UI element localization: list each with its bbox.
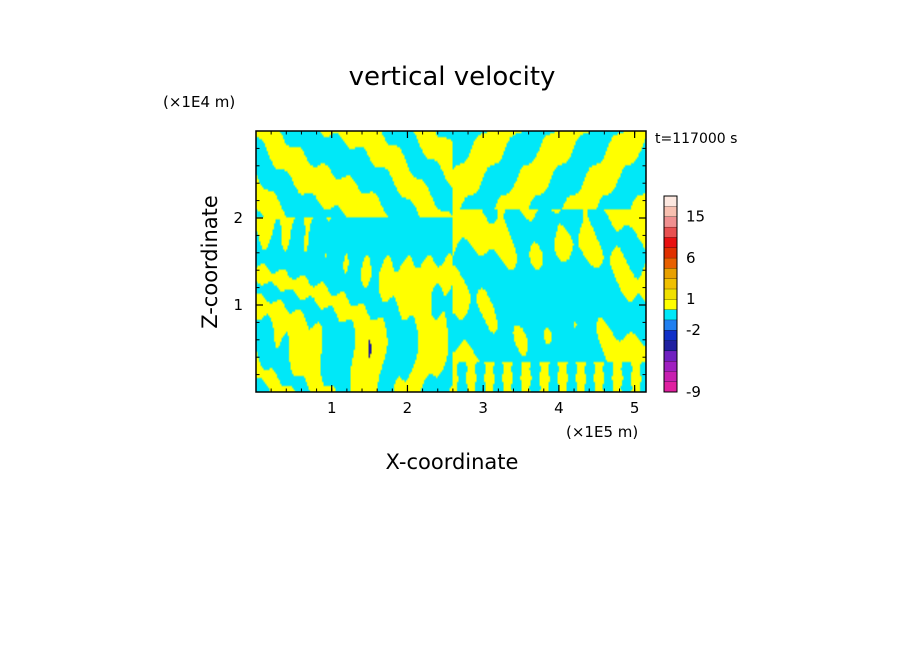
x-tick-label: 5 xyxy=(630,399,640,417)
velocity-field-raster xyxy=(256,131,646,392)
colorbar-frame xyxy=(663,195,678,393)
colorbar-tick-label: 6 xyxy=(686,249,696,267)
plot-frame xyxy=(255,130,647,393)
colorbar-tick-label: -2 xyxy=(686,321,701,339)
x-axis: 1 2 3 4 5 xyxy=(270,131,640,417)
colorbar-swatch xyxy=(664,268,677,279)
y-tick-label: 2 xyxy=(233,209,243,227)
colorbar-swatch xyxy=(664,247,677,258)
colorbar-swatch xyxy=(664,196,677,207)
colorbar-swatch xyxy=(664,206,677,217)
colorbar-tick-label: 15 xyxy=(686,208,705,226)
x-axis-label: X-coordinate xyxy=(386,450,519,474)
colorbar-swatch xyxy=(664,288,677,300)
x-axis-unit: (×1E5 m) xyxy=(566,423,638,441)
chart-title: vertical velocity xyxy=(349,62,556,92)
colorbar-swatch xyxy=(664,299,677,310)
colorbar-swatch xyxy=(664,340,677,351)
time-label: t=117000 s xyxy=(655,131,737,147)
colorbar-swatch xyxy=(664,226,677,238)
y-axis: 12 xyxy=(233,147,646,376)
colorbar-tick-label: -9 xyxy=(686,383,701,401)
colorbar-swatch xyxy=(664,257,677,269)
x-tick-label: 4 xyxy=(554,399,564,417)
x-tick-label: 3 xyxy=(478,399,488,417)
colorbar-swatch xyxy=(664,330,677,341)
x-tick-label: 1 xyxy=(327,399,337,417)
colorbar-swatch xyxy=(664,319,677,331)
colorbar-swatch xyxy=(664,350,677,362)
colorbar: 15 6 1 -2 -9 xyxy=(663,195,705,401)
colorbar-swatch xyxy=(664,237,677,248)
y-axis-label: Z-coordinate xyxy=(198,195,222,329)
colorbar-swatch xyxy=(664,381,677,392)
y-tick-label: 1 xyxy=(233,296,243,314)
colorbar-tick-label: 1 xyxy=(686,290,696,308)
x-tick-label: 2 xyxy=(403,399,413,417)
colorbar-swatch xyxy=(664,371,677,382)
colorbar-swatch xyxy=(664,278,677,289)
y-axis-unit: (×1E4 m) xyxy=(163,93,235,111)
colorbar-swatch xyxy=(664,216,677,227)
velocity-field xyxy=(256,131,646,392)
colorbar-swatch xyxy=(664,309,677,320)
colorbar-swatch xyxy=(664,361,677,372)
